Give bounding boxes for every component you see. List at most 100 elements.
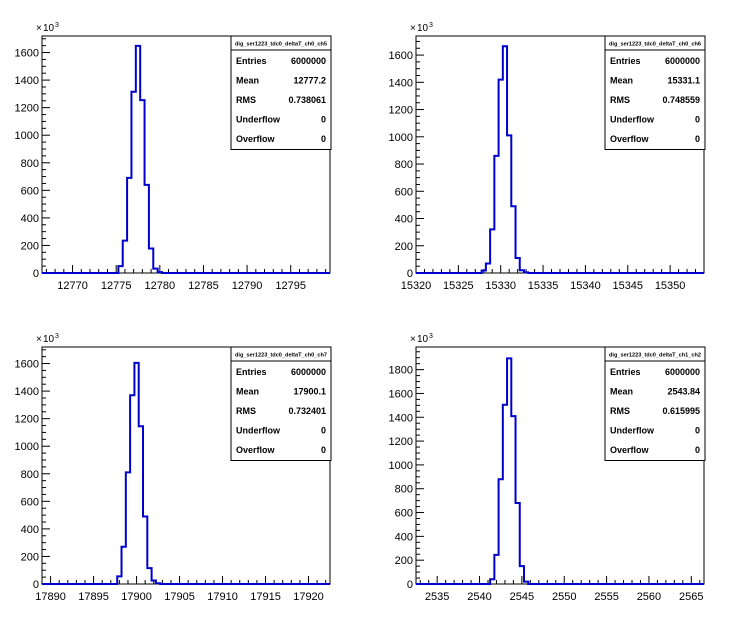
x-tick-label: 2550 xyxy=(552,591,576,603)
histogram-panel-4: 2535 2540 2545 2550 2555 2560 2565 0 200 400 600 80… xyxy=(389,333,706,603)
x-tick-label: 17900 xyxy=(121,591,152,603)
y-exponent-prefix: × xyxy=(410,23,416,34)
y-tick-label: 600 xyxy=(21,185,39,197)
x-tick-label: 12780 xyxy=(145,280,176,292)
stats-box-frame xyxy=(230,35,332,150)
stats-label: Mean xyxy=(236,387,259,397)
histogram-line xyxy=(416,45,704,274)
histogram-panel-3: 17890 17895 17900 17905 17910 17915 17920 0 200 4… xyxy=(15,333,332,603)
x-tick-label: 12770 xyxy=(57,280,88,292)
stats-label: Overflow xyxy=(610,445,650,455)
x-tick-label: 15335 xyxy=(528,280,559,292)
y-tick-label: 1600 xyxy=(15,48,39,60)
y-tick-label: 1600 xyxy=(389,388,413,400)
y-tick-label: 400 xyxy=(395,214,413,226)
y-tick-label: 1200 xyxy=(15,103,39,115)
x-tick-label: 15350 xyxy=(655,280,686,292)
x-tick-label: 2565 xyxy=(679,591,703,603)
stats-label: Mean xyxy=(610,387,633,397)
stats-label: Underflow xyxy=(236,426,281,436)
y-tick-label: 800 xyxy=(395,159,413,171)
stats-value: 0.615995 xyxy=(662,406,700,416)
x-tick-label: 2545 xyxy=(510,591,534,603)
histogram-line xyxy=(42,44,330,274)
y-tick-label: 200 xyxy=(395,241,413,253)
x-tick-label: 12785 xyxy=(188,280,219,292)
stats-label: RMS xyxy=(610,406,630,416)
y-tick-label: 1000 xyxy=(389,460,413,472)
stats-title: dig_ser1223_tdc0_deltaT_ch0_ch6 xyxy=(609,42,701,48)
x-tick-label: 15325 xyxy=(443,280,474,292)
stats-value: 0 xyxy=(695,134,700,144)
y-exponent-base: 10 xyxy=(43,23,55,34)
stats-value: 0 xyxy=(695,115,700,125)
stats-title: dig_ser1223_tdc0_deltaT_ch0_ch5 xyxy=(235,42,327,48)
y-exponent-prefix: × xyxy=(36,23,42,34)
y-tick-label: 200 xyxy=(21,551,39,563)
stats-box: dig_ser1223_tdc0_deltaT_ch0_ch7 Entries 60… xyxy=(230,346,332,461)
x-tick-label: 15340 xyxy=(570,280,601,292)
stats-label: Overflow xyxy=(236,445,276,455)
stats-value: 0 xyxy=(695,445,700,455)
y-tick-label: 1800 xyxy=(389,365,413,377)
stats-value: 15331.1 xyxy=(667,76,700,86)
stats-value: 0 xyxy=(695,426,700,436)
stats-box: dig_ser1223_tdc0_deltaT_ch0_ch6 Entries 60… xyxy=(604,35,706,150)
x-tick-label: 12790 xyxy=(232,280,263,292)
x-tick-label: 17915 xyxy=(250,591,281,603)
stats-label: Entries xyxy=(236,367,267,377)
stats-value: 6000000 xyxy=(291,367,326,377)
y-tick-label: 1000 xyxy=(15,441,39,453)
x-tick-label: 12775 xyxy=(101,280,132,292)
x-tick-label: 17910 xyxy=(207,591,238,603)
stats-value: 0 xyxy=(321,115,326,125)
x-tick-label: 2560 xyxy=(637,591,661,603)
y-tick-label: 1000 xyxy=(389,132,413,144)
stats-label: Entries xyxy=(610,56,641,66)
y-tick-label: 1600 xyxy=(15,359,39,371)
y-exponent-base: 10 xyxy=(417,23,429,34)
y-exponent-power: 3 xyxy=(55,333,59,340)
stats-title: dig_ser1223_tdc0_deltaT_ch1_ch2 xyxy=(609,353,701,359)
x-tick-label: 2535 xyxy=(425,591,449,603)
histogram-panel-1: 12770 12775 12780 12785 12790 12795 0 200 400 600… xyxy=(15,22,332,292)
y-tick-label: 200 xyxy=(21,240,39,252)
stats-value: 0.748559 xyxy=(662,95,700,105)
y-exponent-prefix: × xyxy=(410,334,416,345)
y-tick-label: 1400 xyxy=(389,412,413,424)
stats-value: 6000000 xyxy=(665,56,700,66)
stats-value: 0.738061 xyxy=(288,95,326,105)
y-tick-label: 1400 xyxy=(389,77,413,89)
x-tick-label: 15320 xyxy=(401,280,432,292)
y-tick-label: 0 xyxy=(33,579,39,591)
histogram-line xyxy=(416,357,704,585)
stats-label: Underflow xyxy=(236,115,281,125)
y-tick-label: 1200 xyxy=(15,414,39,426)
x-tick-label: 12795 xyxy=(275,280,306,292)
stats-value: 6000000 xyxy=(665,367,700,377)
y-exponent-base: 10 xyxy=(43,334,55,345)
y-tick-label: 0 xyxy=(33,268,39,280)
y-tick-label: 0 xyxy=(407,579,413,591)
stats-value: 17900.1 xyxy=(293,387,326,397)
y-tick-label: 800 xyxy=(395,484,413,496)
stats-value: 0.732401 xyxy=(288,406,326,416)
x-tick-label: 17895 xyxy=(78,591,109,603)
x-tick-label: 17890 xyxy=(35,591,66,603)
stats-label: Mean xyxy=(236,76,259,86)
stats-label: Entries xyxy=(610,367,641,377)
stats-label: RMS xyxy=(236,95,256,105)
y-tick-label: 200 xyxy=(395,555,413,567)
y-exponent-power: 3 xyxy=(429,22,433,29)
x-tick-label: 17905 xyxy=(164,591,195,603)
y-tick-label: 1600 xyxy=(389,50,413,62)
y-tick-label: 400 xyxy=(395,531,413,543)
stats-label: RMS xyxy=(236,406,256,416)
y-tick-label: 1200 xyxy=(389,105,413,117)
y-tick-label: 600 xyxy=(395,186,413,198)
stats-box-frame xyxy=(604,346,706,461)
y-tick-label: 600 xyxy=(395,508,413,520)
x-tick-label: 15345 xyxy=(612,280,643,292)
stats-label: Entries xyxy=(236,56,267,66)
